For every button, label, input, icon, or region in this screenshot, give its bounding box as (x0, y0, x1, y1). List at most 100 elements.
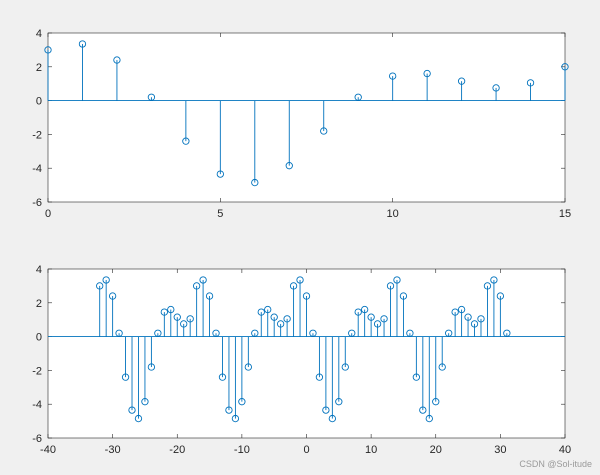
plot1-xtick-label: 10 (387, 208, 399, 220)
plot2-stem-marker (438, 363, 446, 371)
plot2-stem-marker (367, 313, 375, 321)
plot1-stem-marker (389, 72, 397, 80)
plot1-ytick-label: 0 (36, 96, 42, 108)
plot2-stem-marker (477, 315, 485, 323)
plot2-stem-marker (108, 292, 117, 300)
plot2-stem-marker (503, 329, 511, 337)
plot2-ytick-label: 4 (36, 264, 42, 276)
plot2-stem-marker (199, 276, 207, 284)
plot2-stem-marker (264, 305, 272, 314)
plot2-stem-marker (134, 414, 143, 423)
plot2-stem-marker (373, 320, 382, 328)
plot2-stem-marker (115, 329, 123, 337)
plot2-stem-marker (335, 398, 343, 406)
plot2-ytick-label: -6 (32, 433, 42, 445)
plot2-stem-marker (147, 363, 156, 371)
plot1-axes-box (47, 32, 566, 203)
plot2-stem-marker (173, 313, 181, 321)
plot2-stem-marker (451, 308, 459, 316)
plot2-stem-marker (205, 292, 214, 300)
plot2-stem-marker (341, 363, 349, 371)
plot2-xtick-label: -30 (105, 444, 121, 456)
plot2-stem-marker (490, 276, 498, 284)
plot1-ytick-label: 2 (36, 62, 42, 74)
plot1-xtick-label: 5 (217, 208, 223, 220)
plot2-stem-marker (192, 282, 201, 290)
plot2-stem-marker (361, 305, 369, 314)
plot2-stem-marker (141, 398, 149, 406)
plot2-stem-marker (238, 398, 246, 406)
plot1-ytick-label: -4 (32, 163, 42, 175)
plot2-stem-marker (483, 282, 492, 290)
plot2-stem-marker (470, 320, 479, 328)
plot2-stem-marker (121, 373, 130, 381)
plot1-stem-marker (354, 93, 362, 101)
plot2-stem-marker (496, 292, 505, 300)
plot2-stem-marker (445, 329, 453, 337)
plot1-ytick-label: -2 (32, 129, 42, 141)
plot2-stem-marker (276, 320, 285, 328)
plot2-stem-marker (96, 282, 104, 290)
plot2-stem-marker (309, 329, 317, 337)
plot2-xtick-label: 0 (303, 444, 309, 456)
plot2-ytick-label: -2 (32, 365, 42, 377)
plot2-stem-marker (218, 373, 227, 381)
plot1-stem-marker (492, 84, 500, 92)
plot2-stem-marker (283, 315, 291, 323)
plot2-ytick-label: -4 (32, 399, 42, 411)
plot1-ytick-label: 4 (36, 28, 42, 40)
plot2-stem-marker (180, 320, 188, 328)
plot2-stem-marker (406, 329, 414, 337)
plot1-stem-marker (457, 77, 466, 85)
plot2-xtick-label: 30 (494, 444, 506, 456)
plot2-stem-marker (412, 373, 421, 381)
plot1-stem-marker (320, 127, 328, 135)
plot2-stem-marker (225, 406, 233, 414)
plot1-stem-marker (182, 137, 190, 145)
plot2-xtick-label: 10 (365, 444, 377, 456)
plot2-stem-marker (302, 292, 311, 300)
plot2-xtick-label: -20 (169, 444, 185, 456)
plot2-stem-marker (154, 329, 162, 337)
plot2-stem-marker (348, 329, 356, 337)
plot2-stem-marker (244, 363, 252, 371)
plot2-stem-marker (419, 406, 427, 414)
plot1-stem-marker (561, 63, 569, 71)
plot1-stem-marker (285, 162, 293, 170)
plot1-ytick-label: -6 (32, 197, 42, 209)
plot2-stem-marker (257, 308, 265, 316)
plot1-stem-marker (423, 69, 431, 78)
plot2-stem-marker (102, 276, 110, 284)
plot2-stem-marker (354, 308, 362, 316)
plot2-stem-marker (231, 414, 240, 423)
plot1-xtick-label: 15 (559, 208, 571, 220)
plot1-stem-marker (526, 79, 535, 87)
plot2-stem-marker (457, 305, 466, 314)
plot2-stem-marker (296, 276, 304, 284)
plot1-stem-marker (78, 40, 87, 48)
plot1-stem-marker (216, 170, 224, 178)
plot2-stem-marker (328, 414, 336, 423)
plot2-stem-marker (186, 315, 194, 323)
plot2-stem-marker (399, 292, 408, 300)
plot2-xtick-label: -10 (234, 444, 250, 456)
plot1-stem-marker (251, 178, 259, 187)
plot2-ytick-label: 0 (36, 332, 42, 344)
plot2-stem-marker (212, 329, 220, 337)
plot2-stem-marker (289, 282, 298, 290)
plot2-stem-marker (386, 282, 395, 290)
plot2-stem-marker (322, 406, 330, 414)
plot2-stem-marker (160, 308, 168, 316)
plot2-stem-marker (128, 406, 136, 414)
plot2-xtick-label: -40 (40, 444, 56, 456)
plot2-stem-marker (251, 329, 259, 337)
plot2-stem-marker (393, 276, 401, 284)
plot1-stem-marker (44, 46, 52, 54)
plot2-stem-marker (425, 414, 433, 423)
plot1-stem-marker (147, 93, 156, 101)
plot2-ytick-label: 2 (36, 298, 42, 310)
plot2-stem-marker (380, 315, 388, 323)
plot1-xtick-label: 0 (45, 208, 51, 220)
plot1-stem-marker (113, 56, 121, 64)
